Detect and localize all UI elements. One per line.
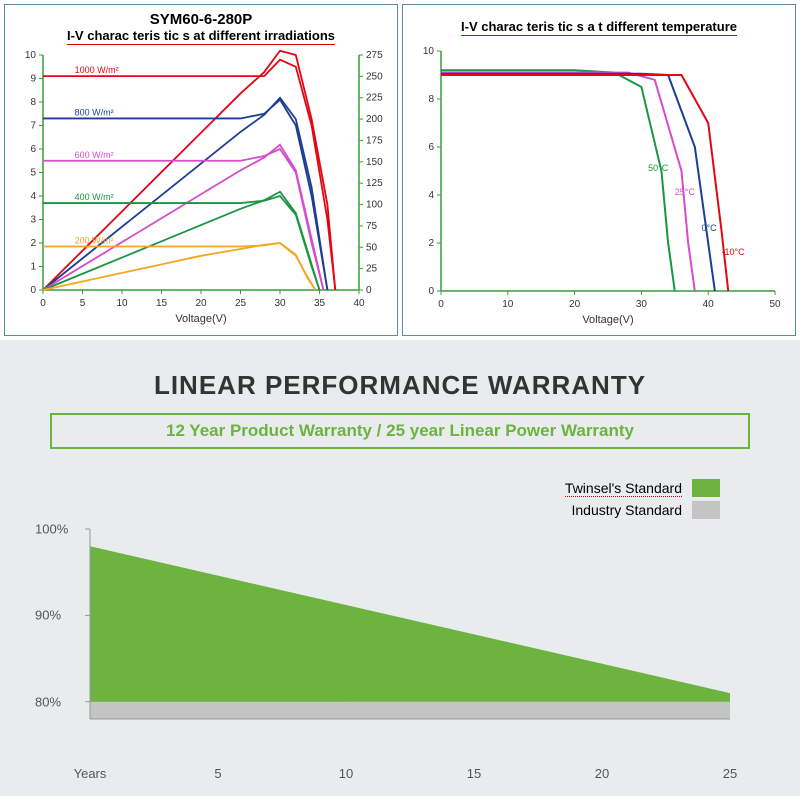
svg-text:225: 225 [366,92,383,103]
svg-text:200: 200 [366,114,383,125]
svg-text:6: 6 [30,144,36,155]
svg-text:125: 125 [366,178,383,189]
warranty-chart: Twinsel's Standard Industry Standard 100… [80,479,740,759]
svg-text:8: 8 [30,97,36,108]
warranty-title: LINEAR PERFORMANCE WARRANTY [40,370,760,401]
svg-text:50: 50 [366,242,378,253]
svg-text:5: 5 [80,298,86,309]
irradiation-chart: SYM60-6-280P I-V charac teris tic s at d… [4,4,398,336]
svg-text:25°C: 25°C [675,187,696,197]
svg-text:200 W/m²: 200 W/m² [75,235,114,245]
svg-text:35: 35 [314,298,326,309]
svg-text:25: 25 [235,298,247,309]
temperature-svg: 0 10 20 30 40 50 0 2 4 6 8 10 Voltage(V) 50°C 25°C 0°C -… [403,36,795,331]
legend-swatch [692,501,720,519]
legend-swatch [692,479,720,497]
svg-text:0: 0 [438,299,444,310]
legend-item-twinsel: Twinsel's Standard [565,479,720,497]
svg-text:0: 0 [40,298,46,309]
svg-text:7: 7 [30,120,36,131]
svg-text:4: 4 [428,190,434,201]
svg-text:2: 2 [428,238,434,249]
svg-text:Voltage(V): Voltage(V) [175,313,226,325]
svg-text:10: 10 [25,50,37,61]
warranty-section: LINEAR PERFORMANCE WARRANTY 12 Year Prod… [0,340,800,796]
chart-model-title: SYM60-6-280P [5,11,397,28]
svg-text:150: 150 [366,156,383,167]
svg-text:275: 275 [366,50,383,61]
svg-text:20: 20 [569,299,581,310]
svg-text:30: 30 [274,298,286,309]
svg-text:400 W/m²: 400 W/m² [75,192,114,202]
svg-text:40: 40 [703,299,715,310]
svg-text:10: 10 [423,46,435,57]
svg-text:175: 175 [366,135,383,146]
svg-text:250: 250 [366,71,383,82]
legend-item-industry: Industry Standard [565,501,720,519]
svg-text:800 W/m²: 800 W/m² [75,107,114,117]
chart-subtitle: I-V charac teris tic s at different irra… [67,28,335,45]
svg-text:75: 75 [366,221,378,232]
legend-label: Twinsel's Standard [565,480,682,497]
temperature-chart: I-V charac teris tic s a t different tem… [402,4,796,336]
svg-text:10: 10 [502,299,514,310]
svg-text:0°C: 0°C [702,223,718,233]
svg-text:10: 10 [116,298,128,309]
svg-text:-10°C: -10°C [722,247,746,257]
svg-text:30: 30 [636,299,648,310]
svg-text:1000 W/m²: 1000 W/m² [75,65,119,75]
svg-text:20: 20 [195,298,207,309]
svg-text:50°C: 50°C [648,163,669,173]
svg-text:3: 3 [30,214,36,225]
svg-text:0: 0 [366,285,372,296]
svg-text:Voltage(V): Voltage(V) [582,314,633,326]
svg-text:40: 40 [353,298,365,309]
svg-text:0: 0 [30,285,36,296]
svg-text:8: 8 [428,94,434,105]
chart-subtitle-temp: I-V charac teris tic s a t different tem… [461,19,737,36]
irradiation-svg: 0510152025303540012345678910025507510012… [5,45,397,330]
svg-text:25: 25 [366,263,378,274]
svg-text:6: 6 [428,142,434,153]
svg-text:600 W/m²: 600 W/m² [75,149,114,159]
warranty-legend: Twinsel's Standard Industry Standard [565,479,720,523]
svg-text:1: 1 [30,261,36,272]
svg-text:2: 2 [30,238,36,249]
svg-text:9: 9 [30,73,36,84]
legend-label: Industry Standard [571,502,682,518]
svg-text:0: 0 [428,286,434,297]
svg-text:100: 100 [366,199,383,210]
svg-text:50: 50 [769,299,781,310]
svg-text:15: 15 [156,298,168,309]
svg-text:5: 5 [30,167,36,178]
warranty-banner: 12 Year Product Warranty / 25 year Linea… [50,413,750,449]
svg-text:4: 4 [30,191,36,202]
